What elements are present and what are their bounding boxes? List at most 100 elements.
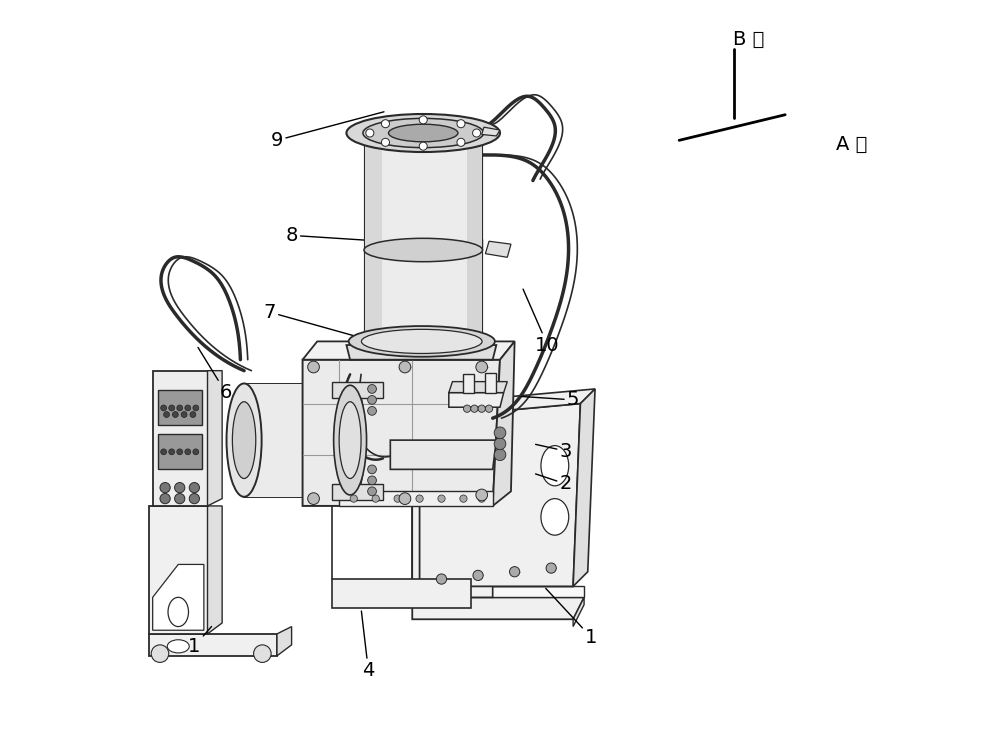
Circle shape: [193, 449, 199, 455]
Polygon shape: [332, 484, 383, 500]
Ellipse shape: [339, 401, 361, 479]
Circle shape: [478, 405, 485, 413]
Circle shape: [175, 482, 185, 493]
Circle shape: [372, 495, 379, 502]
Ellipse shape: [167, 640, 189, 653]
Polygon shape: [485, 373, 496, 393]
Polygon shape: [412, 597, 584, 619]
Circle shape: [485, 405, 493, 413]
Polygon shape: [412, 404, 493, 597]
Circle shape: [181, 412, 187, 418]
Circle shape: [463, 405, 471, 413]
Polygon shape: [449, 382, 507, 393]
Circle shape: [193, 405, 199, 411]
Polygon shape: [153, 371, 208, 506]
Text: 3: 3: [536, 442, 572, 461]
Polygon shape: [208, 506, 222, 634]
Text: A 轴: A 轴: [836, 134, 868, 153]
Circle shape: [366, 129, 374, 137]
Circle shape: [368, 385, 376, 393]
Polygon shape: [365, 140, 482, 341]
Circle shape: [164, 412, 169, 418]
Polygon shape: [346, 345, 496, 360]
Text: 2: 2: [536, 474, 572, 493]
Circle shape: [457, 138, 465, 146]
Circle shape: [476, 489, 488, 501]
Polygon shape: [515, 531, 562, 575]
Circle shape: [308, 493, 319, 504]
Polygon shape: [493, 341, 515, 506]
Polygon shape: [158, 390, 202, 426]
Polygon shape: [482, 127, 500, 136]
Polygon shape: [573, 597, 584, 627]
Polygon shape: [485, 241, 511, 258]
Circle shape: [394, 495, 401, 502]
Circle shape: [399, 493, 411, 504]
Polygon shape: [467, 140, 482, 341]
Ellipse shape: [346, 114, 500, 152]
Polygon shape: [390, 440, 496, 469]
Circle shape: [368, 407, 376, 415]
Circle shape: [546, 563, 556, 573]
Circle shape: [416, 495, 423, 502]
Circle shape: [160, 482, 170, 493]
Ellipse shape: [227, 383, 262, 497]
Polygon shape: [244, 384, 354, 497]
Circle shape: [175, 493, 185, 504]
Polygon shape: [149, 506, 208, 634]
Circle shape: [189, 482, 199, 493]
Text: 9: 9: [271, 112, 384, 150]
Polygon shape: [420, 404, 580, 586]
Circle shape: [457, 120, 465, 128]
Circle shape: [473, 129, 481, 137]
Circle shape: [161, 449, 167, 455]
Polygon shape: [332, 382, 383, 398]
Polygon shape: [277, 627, 292, 656]
Circle shape: [350, 495, 357, 502]
Circle shape: [494, 449, 506, 461]
Polygon shape: [420, 389, 595, 418]
Circle shape: [381, 138, 389, 146]
Circle shape: [169, 449, 175, 455]
Circle shape: [254, 645, 271, 662]
Text: 5: 5: [521, 390, 579, 410]
Circle shape: [177, 449, 183, 455]
Ellipse shape: [232, 401, 256, 479]
Ellipse shape: [388, 124, 458, 142]
Circle shape: [368, 487, 376, 495]
Ellipse shape: [349, 326, 495, 357]
Polygon shape: [365, 140, 382, 341]
Circle shape: [151, 645, 169, 662]
Text: B 轴: B 轴: [733, 30, 764, 49]
Text: 1: 1: [188, 627, 212, 655]
Circle shape: [368, 476, 376, 484]
Polygon shape: [463, 374, 474, 393]
Polygon shape: [449, 393, 504, 407]
Polygon shape: [149, 634, 277, 656]
Circle shape: [381, 120, 389, 128]
Circle shape: [368, 465, 376, 473]
Polygon shape: [573, 389, 595, 586]
Circle shape: [436, 574, 447, 584]
Text: 4: 4: [361, 611, 375, 680]
Circle shape: [419, 116, 427, 124]
Circle shape: [438, 495, 445, 502]
Text: 7: 7: [263, 302, 358, 337]
Polygon shape: [339, 491, 493, 506]
Ellipse shape: [343, 383, 365, 497]
Circle shape: [160, 493, 170, 504]
Text: 10: 10: [523, 289, 560, 355]
Ellipse shape: [541, 498, 569, 535]
Circle shape: [494, 438, 506, 450]
Circle shape: [476, 361, 488, 373]
Polygon shape: [303, 341, 515, 360]
Circle shape: [169, 405, 175, 411]
Circle shape: [460, 495, 467, 502]
Circle shape: [510, 567, 520, 577]
Ellipse shape: [361, 330, 482, 354]
Circle shape: [471, 405, 478, 413]
Polygon shape: [208, 371, 222, 506]
Ellipse shape: [363, 118, 484, 148]
Circle shape: [185, 449, 191, 455]
Ellipse shape: [334, 385, 367, 495]
